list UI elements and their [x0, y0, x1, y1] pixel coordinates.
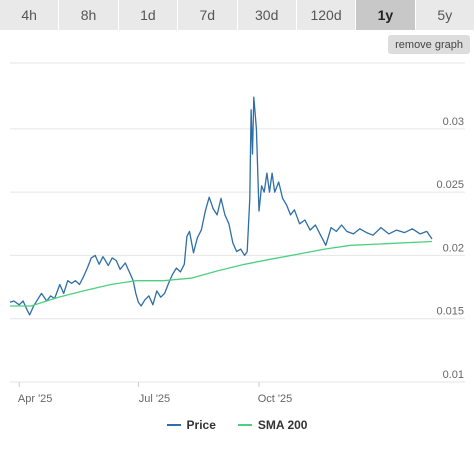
x-tick-label: Apr '25	[18, 393, 53, 405]
tab-1y[interactable]: 1y	[356, 0, 416, 30]
time-range-tabs: 4h 8h 1d 7d 30d 120d 1y 5y	[0, 0, 474, 30]
legend-label-sma-200: SMA 200	[257, 418, 308, 432]
chart-legend: Price SMA 200	[0, 418, 474, 432]
tab-7d[interactable]: 7d	[178, 0, 238, 30]
legend-item-price[interactable]: Price	[166, 418, 216, 432]
legend-swatch-sma-200	[237, 424, 252, 426]
tab-5y[interactable]: 5y	[415, 0, 474, 30]
y-tick-label: 0.015	[436, 306, 464, 318]
legend-label-price: Price	[186, 418, 216, 432]
sma-200-series-line	[10, 240, 433, 307]
tab-30d[interactable]: 30d	[237, 0, 297, 30]
tab-4h[interactable]: 4h	[0, 0, 60, 30]
tab-8h[interactable]: 8h	[59, 0, 119, 30]
tab-120d[interactable]: 120d	[296, 0, 357, 30]
y-tick-label: 0.025	[436, 179, 464, 191]
y-tick-label: 0.01	[443, 369, 464, 381]
x-tick-label: Jul '25	[139, 393, 170, 405]
remove-graph-button[interactable]: remove graph	[388, 35, 470, 54]
y-tick-label: 0.03	[443, 116, 464, 128]
price-series-line	[9, 96, 433, 316]
legend-item-sma-200[interactable]: SMA 200	[237, 418, 308, 432]
x-tick-label: Oct '25	[258, 393, 293, 405]
legend-swatch-price	[166, 424, 181, 426]
tab-1d[interactable]: 1d	[118, 0, 179, 30]
y-tick-label: 0.02	[443, 242, 464, 254]
price-chart: 0.01 0.015 0.02 0.025 0.03 Apr '25 Jul '25 Oct …	[9, 62, 465, 405]
